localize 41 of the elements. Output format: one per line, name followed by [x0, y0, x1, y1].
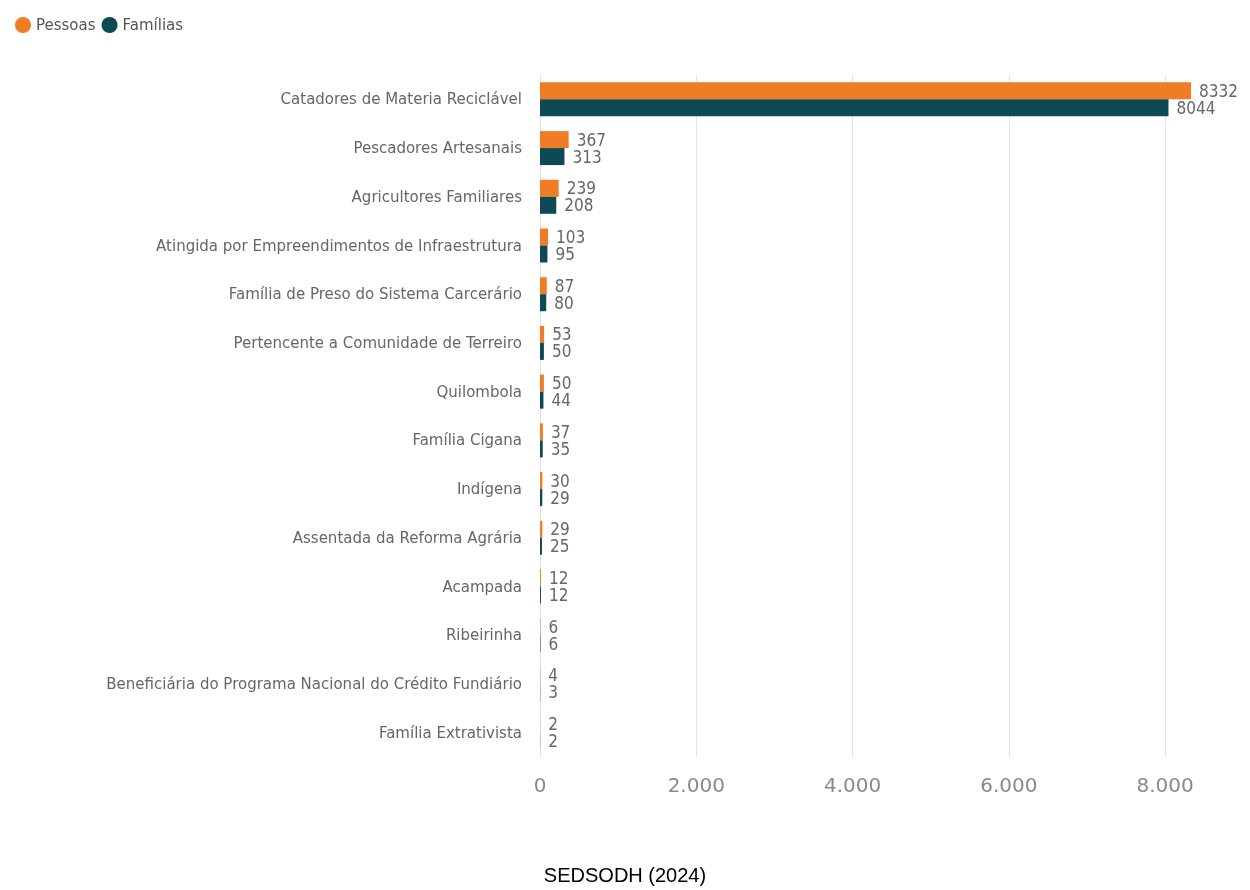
y-tick-label: Agricultores Familiares — [351, 187, 523, 206]
y-tick-label: Indígena — [456, 480, 522, 499]
legend-label: Famílias — [122, 16, 184, 34]
y-tick-label: Família Extrativista — [378, 723, 522, 742]
data-label: 12 — [548, 585, 569, 605]
bar — [540, 148, 565, 166]
y-tick-label: Atingida por Empreendimentos de Infraestrutura — [156, 236, 522, 255]
data-label: 95 — [555, 244, 575, 264]
x-tick-label: 2.000 — [667, 773, 725, 797]
bar — [540, 82, 1191, 100]
y-tick-label: Assentada da Reforma Agrária — [292, 528, 522, 547]
bar — [540, 179, 559, 197]
text: SEDSODH (2024) — [543, 864, 707, 886]
bar — [540, 440, 543, 458]
y-tick-label: Acampada — [442, 577, 522, 596]
y-tick-label: Pescadores Artesanais — [353, 139, 523, 158]
legend-label: Pessoas — [36, 16, 96, 34]
data-label: 12 — [548, 568, 569, 588]
bar — [540, 277, 547, 295]
y-tick-label: Ribeirinha — [445, 626, 522, 645]
data-label: 103 — [556, 227, 586, 247]
x-tick-label: 0 — [533, 773, 547, 797]
bar — [540, 374, 544, 392]
y-tick-label: Beneficiária do Programa Nacional do Crédito Fundiário — [106, 674, 522, 693]
bar — [540, 196, 557, 214]
bar — [540, 228, 549, 246]
x-tick-label: 4.000 — [823, 773, 882, 797]
bar — [540, 325, 545, 343]
bar — [540, 245, 548, 263]
y-tick-label: Catadores de Materia Reciclável — [280, 90, 522, 109]
bar — [540, 342, 544, 360]
y-tick-label: Família de Preso do Sistema Carcerário — [228, 285, 522, 304]
bar — [540, 294, 547, 312]
x-tick-label: 6.000 — [980, 773, 1038, 797]
bar — [540, 99, 1169, 117]
y-tick-label: Família Cigana — [412, 431, 522, 450]
y-tick-label: Pertencente a Comunidade de Terreiro — [233, 333, 522, 352]
x-tick-label: 8.000 — [1136, 773, 1194, 797]
bar — [540, 423, 543, 441]
y-tick-label: Quilombola — [436, 382, 522, 401]
bar — [540, 131, 569, 149]
